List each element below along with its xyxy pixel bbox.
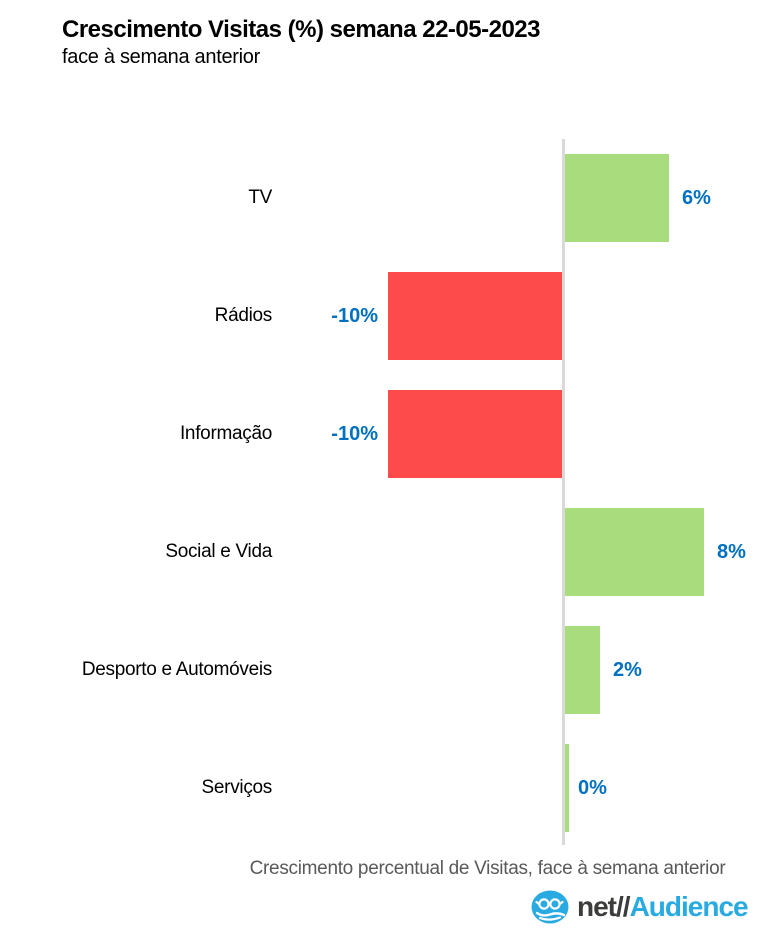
bar-negative (388, 272, 562, 360)
logo-text-audience: Audience (629, 891, 749, 922)
value-label: -10% (331, 423, 378, 445)
value-label: 6% (682, 187, 711, 209)
value-label: 8% (717, 541, 746, 563)
bar-positive (565, 154, 669, 242)
bar-positive (565, 626, 600, 714)
logo-text-net: net (577, 891, 617, 922)
category-label: Serviços (201, 777, 273, 798)
chart-subtitle: face à semana anterior (62, 46, 260, 68)
value-label: 2% (613, 659, 642, 681)
bar-negative (388, 390, 562, 478)
chart-title: Crescimento Visitas (%) semana 22-05-202… (62, 16, 540, 43)
logo-text-slashes: // (616, 891, 631, 922)
category-label: TV (248, 187, 272, 208)
value-label: -10% (331, 305, 378, 327)
category-label: Desporto e Automóveis (81, 659, 272, 680)
netaudience-logo-text: net//Audience (577, 888, 749, 926)
netaudience-logo: net//Audience (531, 888, 749, 926)
category-label: Social e Vida (165, 541, 272, 562)
x-axis-title: Crescimento percentual de Visitas, face … (249, 858, 726, 879)
value-label: 0% (578, 777, 607, 799)
category-label: Rádios (214, 305, 273, 326)
bar-positive (565, 508, 704, 596)
category-label: Informação (179, 423, 272, 444)
netaudience-badge-icon (531, 889, 569, 925)
bar-positive (565, 744, 569, 832)
zero-axis-line (562, 139, 565, 845)
